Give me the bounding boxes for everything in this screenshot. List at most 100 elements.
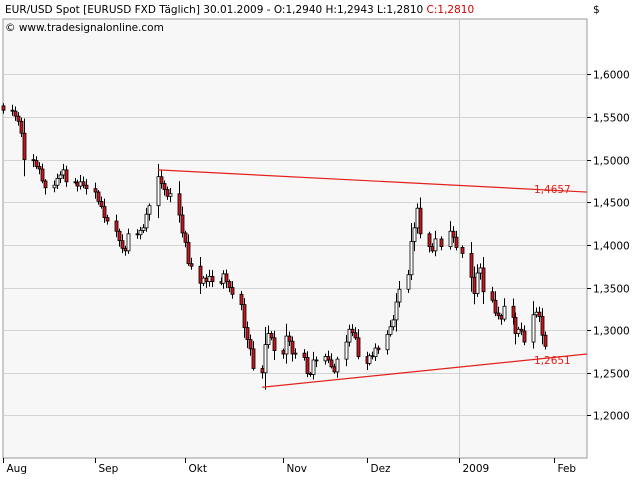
candle-down [165,189,170,197]
candle-down [117,230,122,242]
trendline [262,353,588,388]
candle-up [221,273,226,284]
y-tick-label: 1,4500 [593,198,630,210]
candle-down [290,340,295,355]
candle-up [394,301,399,321]
x-tick-label: Feb [558,463,577,475]
candle-down [75,182,80,187]
candle-down [99,201,104,207]
chart-title-text: EUR/USD Spot [EURUSD FXD Täglich] 30.01.… [5,4,427,16]
candle-down [16,115,21,122]
candle-down [332,366,337,373]
candle-up [311,359,316,375]
candle-down [105,217,110,222]
x-tick-label: Sep [99,463,119,475]
candle-down [1,105,6,111]
candle-down [186,241,191,265]
candle-down [543,334,548,347]
candle-up [344,341,349,360]
candle-down [37,166,42,170]
trendline [157,169,588,193]
candle-down [81,181,86,186]
candle-down [519,328,524,332]
candle-down [224,273,229,282]
candle-up [385,333,390,351]
candle-up [409,241,414,276]
candle-up [323,356,328,362]
candle-up [534,311,539,316]
candle-up [52,184,57,189]
candle-down [135,233,140,236]
candle-up [406,274,411,290]
candle-up [293,352,298,355]
candle-up [147,205,152,215]
candle-down [496,312,501,317]
candle-down [242,304,247,328]
candle-up [266,333,271,346]
candle-up [144,213,149,229]
x-tick-label: Okt [189,463,207,475]
candle-up [388,326,393,335]
candle-up [391,319,396,328]
candle-up [284,335,289,355]
candle-down [96,191,101,202]
candle-down [460,247,465,254]
candle-up [397,288,402,303]
candle-up [502,305,507,320]
candle-down [353,332,358,339]
candle-up [475,272,480,294]
candle-down [281,350,286,355]
candle-down [537,311,542,317]
candle-down [227,281,232,288]
candle-down [251,348,256,369]
candle-down [326,356,331,361]
x-tick-label: Nov [287,463,308,475]
y-tick-label: 1,3000 [593,326,630,338]
candle-down [511,305,516,318]
candle-up [412,227,417,242]
candle-down [513,316,518,334]
candle-down [183,232,188,243]
candle-down [120,240,125,249]
candle-down [159,176,164,184]
candle-up [415,207,420,229]
candle-down [540,316,545,336]
candle-up [335,358,340,373]
candle-down [245,327,250,340]
candle-down [43,180,48,189]
candle-down [177,193,182,216]
candle-down [314,359,319,362]
candle-down [198,265,203,284]
candle-up [61,169,66,176]
candle-down [10,109,15,112]
candle-down [287,335,292,342]
currency-symbol: $ [593,4,600,16]
trendline-label: 1,4657 [534,184,571,196]
candle-down [93,188,98,193]
candle-down [522,330,527,343]
candle-down [376,347,381,351]
y-tick-label: 1,2000 [593,411,630,423]
candle-down [469,253,474,278]
y-tick-label: 1,6000 [593,70,630,82]
candle-down [162,183,167,190]
candle-down [370,355,375,358]
candle-up [516,328,521,334]
candle-down [356,337,361,357]
candle-up [58,174,63,179]
candle-down [329,359,334,368]
candle-down [114,220,119,232]
candle-down [427,233,432,247]
candle-down [472,276,477,294]
candle-down [418,207,423,235]
candle-down [34,160,39,167]
candle-down [204,277,209,282]
candle-down [350,328,355,334]
candle-down [210,276,215,282]
candle-up [141,227,146,231]
candle-down [19,120,24,134]
candle-down [189,263,194,267]
plot-area [2,18,588,459]
